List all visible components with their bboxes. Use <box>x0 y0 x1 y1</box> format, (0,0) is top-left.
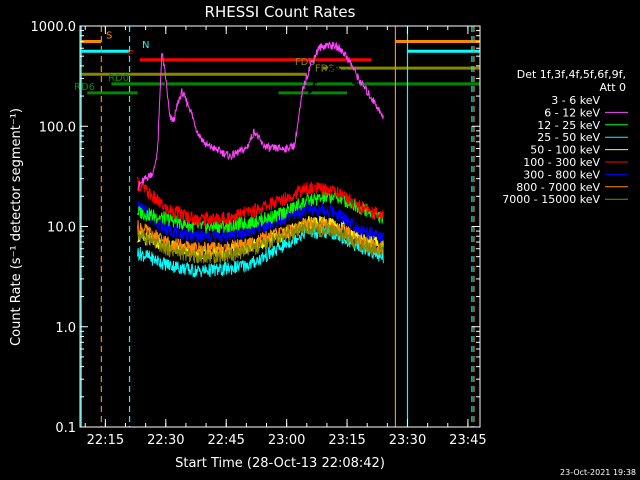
x-tick-label: 22:15 <box>87 433 124 448</box>
legend-entry-label: 100 - 300 keV <box>523 156 600 169</box>
y-tick-label: 1.0 <box>55 321 76 336</box>
y-tick-label: 1000.0 <box>31 20 77 35</box>
x-tick-label: 23:00 <box>268 433 305 448</box>
x-axis-label: Start Time (28-Oct-13 22:08:42) <box>175 456 385 471</box>
series-line-6to12kev <box>137 41 384 191</box>
series-line-300to800kev <box>137 200 384 244</box>
legend-entry-label: 3 - 6 keV <box>551 94 600 107</box>
annotation-label-f: F <box>128 49 134 60</box>
annotation-label-rd0: RD0 <box>108 73 129 84</box>
legend-entry-label: 6 - 12 keV <box>544 106 600 119</box>
legend-entry-label: 300 - 800 keV <box>523 168 600 181</box>
legend-entry-label: 12 - 25 keV <box>537 119 600 132</box>
x-tick-label: 23:15 <box>328 433 365 448</box>
y-tick-label: 0.1 <box>55 421 76 436</box>
series-line-25to50kev <box>137 224 384 278</box>
x-tick-label: 22:45 <box>207 433 244 448</box>
annotation-label-s: S <box>106 31 112 42</box>
annotation-label-fdu: FDU <box>295 57 316 68</box>
annotation-label-fd2: FD2 <box>315 63 335 74</box>
legend-entry-label: 25 - 50 keV <box>537 131 600 144</box>
x-tick-label: 23:30 <box>389 433 426 448</box>
legend-entry-label: 800 - 7000 keV <box>516 181 600 194</box>
legend-entry-label: 50 - 100 keV <box>530 144 600 157</box>
legend-entry-label: 7000 - 15000 keV <box>502 193 600 206</box>
x-tick-label: 22:30 <box>147 433 184 448</box>
legend-header: Det 1f,3f,4f,5f,6f,9f, <box>517 68 626 81</box>
y-tick-label: 10.0 <box>47 221 76 236</box>
x-tick-label: 23:45 <box>449 433 486 448</box>
series-line-100to300kev <box>137 176 384 228</box>
annotation-label-rd6: RD6 <box>74 82 95 93</box>
series-layer <box>137 41 384 278</box>
footer-timestamp: 23-Oct-2021 19:38 <box>560 468 636 477</box>
chart-title: RHESSI Count Rates <box>205 3 356 21</box>
y-tick-label: 100.0 <box>39 120 76 135</box>
axis-layer: 0.1 1.0 10.0 100.0 1000.0 22:15 22:30 22:45 23:0… <box>31 20 487 448</box>
series-line-7000to15000kev <box>137 221 384 265</box>
series-line-800to7000kev <box>137 217 384 257</box>
annotation-label-n: N <box>142 40 149 51</box>
series-line-3to6kev <box>137 63 384 169</box>
y-axis-label: Count Rate (s⁻¹ detector segment⁻¹) <box>9 108 24 346</box>
legend-header-att: Att 0 <box>600 81 626 94</box>
